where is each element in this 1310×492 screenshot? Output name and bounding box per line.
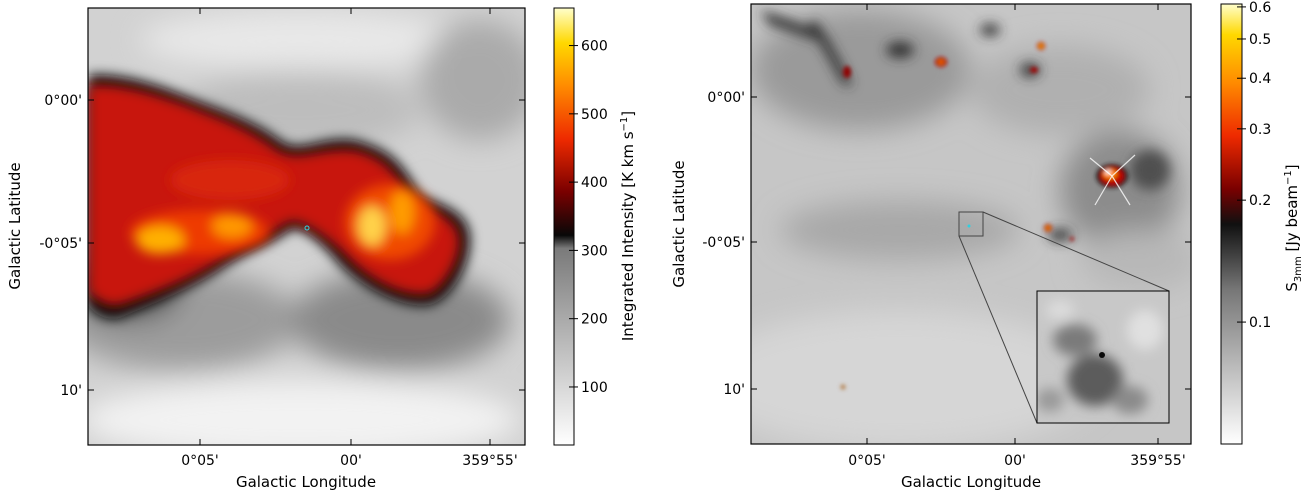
colorbar-2-tick-label: 0.1 [1249,315,1271,331]
panel-2-xlabel: Galactic Longitude [901,473,1041,491]
panel-1-xtick-2: 00' [340,453,362,469]
panel-2-cyan-marker [967,224,971,228]
panel-2-xtick-3: 359°55' [1130,453,1185,469]
colorbar-2-ticks: 0.1 0.2 0.3 0.4 0.5 0.6 [1237,0,1271,331]
panel-1-xtick-3: 359°55' [462,453,517,469]
panel-1-ytick-3: 10' [60,383,82,399]
colorbar-1-label: Integrated Intensity [K km s−1] [619,111,637,341]
zoom-box [958,211,984,237]
colorbar-1-tick-label: 300 [581,243,608,259]
panel-1-image [88,8,525,445]
panel-1-cyan-marker [304,225,310,231]
colorbar-1-tick-label: 100 [581,380,608,396]
panel-2-image [751,4,1191,444]
colorbar-2-tick-label: 0.6 [1249,0,1271,16]
inset [1036,290,1170,424]
panel-1-ylabel: Galactic Latitude [6,162,24,289]
panel-2-ylabel: Galactic Latitude [670,160,688,287]
panel-1-frame [87,7,526,446]
panel-1-ticks [88,8,525,445]
panel-2-xtick-2: 00' [1004,453,1026,469]
colorbar-2-label: S3mm [Jy beam−1] [1283,164,1304,291]
colorbar-1-ticks: 100 200 300 400 500 600 [569,39,608,396]
colorbar-2-tick-label: 0.5 [1249,32,1271,48]
colorbar-2 [1220,3,1243,445]
panel-2-ytick-2: -0°05' [702,235,745,251]
colorbar-1-tick-label: 400 [581,175,608,191]
panel-2-ticks [751,4,1191,444]
panel-2-ytick-1: 0°00' [707,90,745,106]
panel-1-ytick-2: -0°05' [39,236,82,252]
colorbar-2-tick-label: 0.2 [1249,193,1271,209]
colorbar-1-tick-label: 500 [581,107,608,123]
panel-1-ytick-1: 0°00' [44,93,82,109]
panel-2-frame [750,3,1192,445]
colorbar-1-tick-label: 200 [581,312,608,328]
panel-1-xtick-1: 0°05' [181,453,219,469]
colorbar-2-tick-label: 0.4 [1249,71,1271,87]
panel-1: 0°05' 00' 359°55' 0°00' -0°05' 10' Galac… [6,7,637,491]
panel-2-xtick-1: 0°05' [848,453,886,469]
colorbar-1-tick-label: 600 [581,39,608,55]
colorbar-2-tick-label: 0.3 [1249,122,1271,138]
panel-2-ytick-3: 10' [723,382,745,398]
colorbar-1 [553,7,575,446]
panel-1-xlabel: Galactic Longitude [236,473,376,491]
panel-2: 0°05' 00' 359°55' 0°00' -0°05' 10' Galac… [670,0,1304,491]
